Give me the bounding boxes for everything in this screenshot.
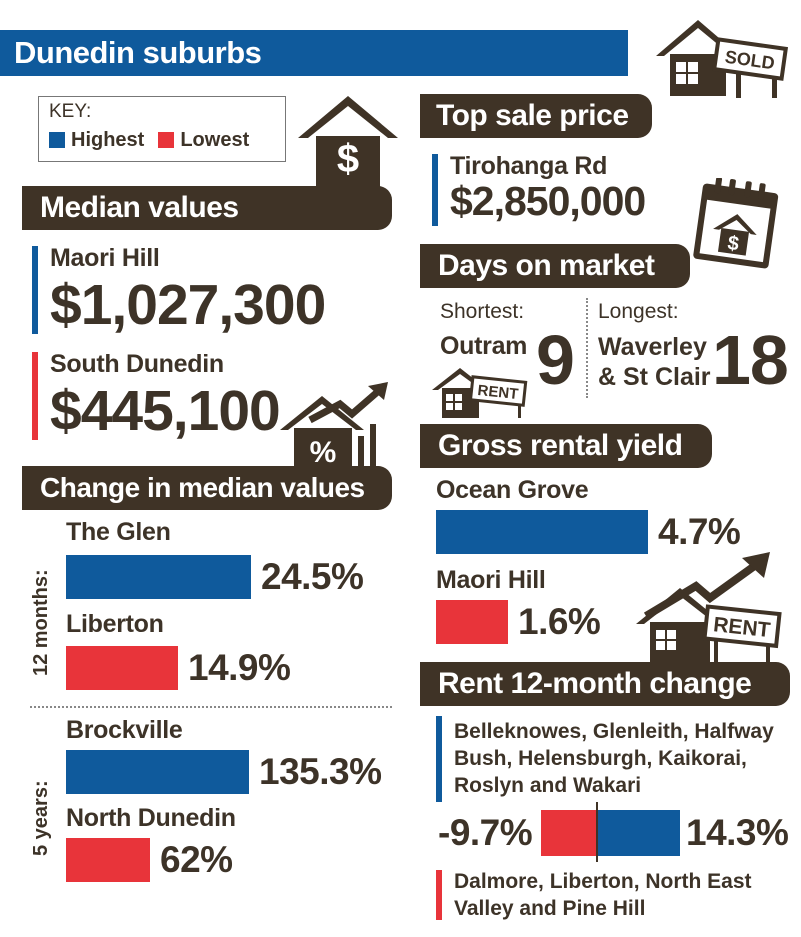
rent-change-lowest-value: -9.7%: [438, 812, 533, 853]
calendar-dollar-sign: $: [726, 232, 740, 255]
longest-suburb-line2: & St Clair: [598, 363, 711, 391]
yield-lowest-bar: [436, 600, 508, 644]
rent-sign-small-text: RENT: [477, 382, 519, 403]
yield-highest-value: 4.7%: [658, 511, 741, 552]
shortest-days: 9: [536, 321, 575, 399]
dollar-sign: $: [337, 137, 359, 181]
calendar-house-icon: $: [693, 178, 779, 269]
yield-highest-bar: [436, 510, 648, 554]
rent-house-small-icon: RENT: [432, 368, 528, 418]
longest-suburb: Waverley & St Clair: [598, 332, 711, 392]
twelve-months-lowest-value: 14.9%: [188, 647, 291, 688]
page-title: Dunedin suburbs: [0, 30, 628, 76]
yield-highest-suburb: Ocean Grove: [436, 476, 589, 504]
twelve-months-highest-suburb: The Glen: [66, 518, 171, 546]
days-on-market-heading-text: Days on market: [438, 249, 655, 282]
key-highest-label: Highest: [71, 129, 145, 151]
median-highest-value: $1,027,300: [50, 273, 326, 337]
five-years-label: 5 years:: [30, 780, 52, 856]
gross-rental-yield-heading: Gross rental yield: [420, 424, 712, 468]
rent-change-highest-suburbs: Belleknowes, Glenleith, Halfway Bush, He…: [454, 720, 774, 797]
section-divider: [30, 706, 392, 708]
five-years-lowest-value: 62%: [160, 839, 233, 880]
dollar-house-icon: $: [298, 96, 398, 188]
longest-label: Longest:: [598, 300, 679, 323]
rent-house-growth-icon: RENT: [636, 552, 782, 664]
key-title: KEY:: [49, 101, 92, 122]
median-values-heading-text: Median values: [40, 191, 239, 224]
median-highest-suburb: Maori Hill: [50, 244, 160, 272]
longest-days: 18: [712, 321, 789, 399]
shortest-suburb: Outram: [440, 332, 528, 360]
top-sale-heading-text: Top sale price: [436, 99, 629, 132]
rent-change-heading: Rent 12-month change: [420, 662, 790, 706]
top-sale-value: $2,850,000: [450, 178, 646, 224]
key-legend: KEY: Highest Lowest: [38, 96, 286, 162]
yield-lowest-value: 1.6%: [518, 601, 601, 642]
rent-change-lowest-bar: [541, 810, 597, 856]
key-items: Highest Lowest: [49, 127, 275, 153]
change-median-heading: Change in median values: [22, 466, 392, 510]
median-lowest-suburb: South Dunedin: [50, 350, 224, 378]
median-highest-marker: [32, 246, 38, 334]
twelve-months-label: 12 months:: [30, 569, 52, 676]
rent-change-lowest-marker: [436, 870, 442, 920]
longest-suburb-line1: Waverley: [598, 333, 707, 361]
twelve-months-highest-bar: [66, 555, 251, 599]
median-values-heading: Median values: [22, 186, 392, 230]
five-years-highest-bar: [66, 750, 249, 794]
rent-change-heading-text: Rent 12-month change: [438, 667, 752, 700]
rent-change-highest-value: 14.3%: [686, 812, 789, 853]
yield-lowest-suburb: Maori Hill: [436, 566, 546, 594]
five-years-lowest-bar: [66, 838, 150, 882]
percent-growth-house-icon: %: [280, 382, 388, 470]
highest-swatch: [49, 132, 65, 148]
shortest-label: Shortest:: [440, 300, 525, 323]
rent-change-highest-marker: [436, 716, 442, 802]
rent-change-lowest-suburbs: Dalmore, Liberton, North East Valley and…: [454, 870, 752, 920]
rent-change-highest-bar: [597, 810, 680, 856]
page-title-text: Dunedin suburbs: [14, 35, 262, 70]
top-sale-marker: [432, 154, 438, 226]
rent-change-zero-axis: [596, 802, 598, 862]
median-lowest-marker: [32, 352, 38, 440]
median-lowest-value: $445,100: [50, 379, 281, 443]
five-years-lowest-suburb: North Dunedin: [66, 804, 236, 832]
twelve-months-lowest-suburb: Liberton: [66, 610, 164, 638]
five-years-highest-suburb: Brockville: [66, 716, 183, 744]
five-years-highest-value: 135.3%: [259, 751, 382, 792]
key-lowest-label: Lowest: [180, 129, 250, 151]
twelve-months-highest-value: 24.5%: [261, 556, 364, 597]
sold-house-icon: SOLD: [656, 20, 789, 98]
percent-sign: %: [310, 436, 337, 469]
lowest-swatch: [158, 132, 175, 148]
top-sale-street: Tirohanga Rd: [450, 152, 608, 180]
days-on-market-heading: Days on market: [420, 244, 690, 288]
gross-rental-yield-heading-text: Gross rental yield: [438, 429, 683, 462]
change-median-heading-text: Change in median values: [40, 472, 365, 503]
top-sale-heading: Top sale price: [420, 94, 652, 138]
twelve-months-lowest-bar: [66, 646, 178, 690]
days-divider: [586, 298, 588, 398]
